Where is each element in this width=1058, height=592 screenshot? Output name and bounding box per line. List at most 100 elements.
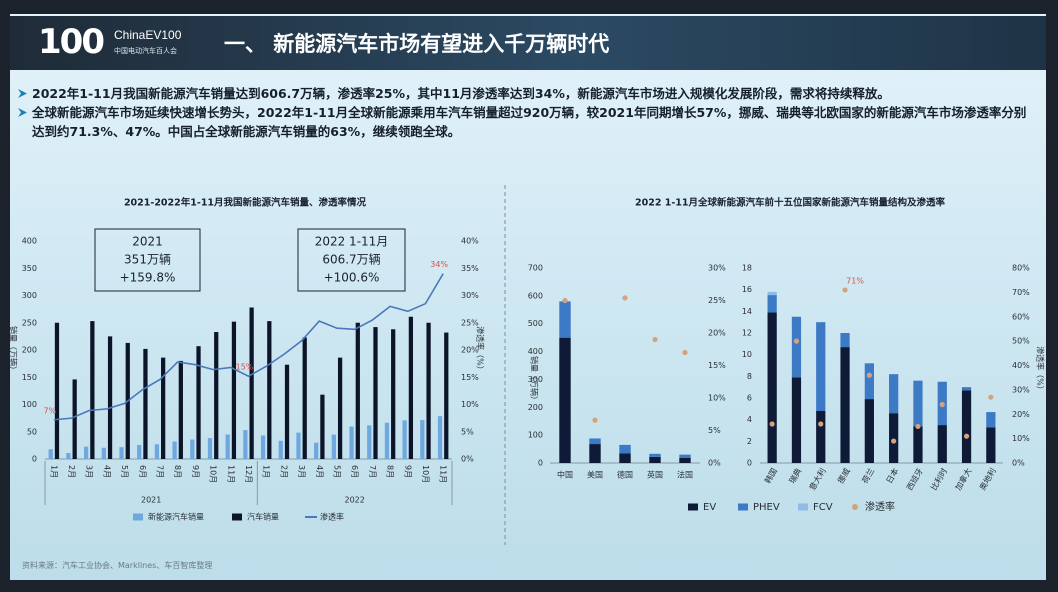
bar [889, 374, 899, 414]
y2-tick-label: 10% [461, 400, 479, 409]
bar [649, 456, 661, 463]
x-tick-label: 5月 [332, 465, 341, 478]
bar [48, 449, 53, 459]
bar [214, 332, 219, 459]
y2-tick-label: 60% [1012, 312, 1030, 321]
annotation-text: 2022 1-11月 [315, 235, 389, 249]
x-tick-label: 7月 [156, 465, 165, 478]
y2-tick-label: 40% [1012, 361, 1030, 370]
x-tick-label: 美国 [587, 470, 603, 480]
bar [816, 411, 826, 463]
group-label: 2022 [344, 496, 364, 505]
y-tick-label: 350 [22, 264, 37, 273]
y2-tick-label: 15% [708, 361, 726, 370]
bar [207, 438, 213, 459]
bar [426, 322, 431, 459]
source-note: 资料来源：汽车工业协会、Marklines、车百智库整理 [22, 561, 213, 570]
y-tick-label: 8 [747, 372, 752, 381]
bar [296, 432, 301, 459]
bar [190, 439, 195, 459]
legend-swatch [232, 513, 242, 521]
x-tick-label: 英国 [647, 470, 663, 480]
bar [284, 364, 290, 459]
bar [367, 425, 372, 459]
bar [619, 453, 631, 463]
y2-tick-label: 10% [1012, 434, 1030, 443]
legend-swatch [688, 503, 698, 511]
y-tick-label: 2 [747, 437, 752, 446]
bar [816, 322, 826, 411]
y2-axis-label: 渗透率（%） [476, 326, 486, 374]
x-tick-label: 3月 [297, 465, 306, 478]
y-tick-label: 6 [747, 394, 752, 403]
y-tick-label: 100 [22, 400, 37, 409]
bar [231, 321, 237, 459]
y2-tick-label: 25% [461, 318, 479, 327]
y-tick-label: 12 [742, 329, 752, 338]
x-tick-label: 9月 [191, 465, 200, 478]
x-tick-label: 荷兰 [860, 466, 877, 485]
bar [302, 337, 307, 459]
value-label: 7% [43, 406, 56, 415]
y2-tick-label: 0% [1012, 459, 1025, 468]
x-tick-label: 韩国 [762, 466, 779, 485]
bar [249, 307, 254, 459]
y2-tick-label: 50% [1012, 337, 1030, 346]
dot [818, 421, 824, 427]
x-tick-label: 4月 [102, 465, 111, 478]
bar [864, 399, 874, 463]
x-tick-label: 10月 [209, 465, 218, 483]
y2-tick-label: 5% [461, 427, 474, 436]
x-tick-label: 意大利 [807, 466, 828, 492]
bar [72, 379, 77, 459]
x-tick-label: 奥地利 [977, 466, 998, 492]
x-tick-label: 瑞典 [787, 466, 804, 485]
annotation-text: +100.6% [324, 271, 380, 285]
bullet-list: 2022年1-11月我国新能源汽车销量达到606.7万辆，渗透率25%，其中11… [18, 84, 1038, 141]
y-tick-label: 0 [32, 455, 37, 464]
bar [143, 348, 148, 459]
x-tick-label: 德国 [617, 470, 633, 480]
bar [66, 453, 71, 459]
x-tick-label: 2月 [67, 465, 76, 478]
annotation-text: 2021 [132, 235, 163, 249]
x-tick-label: 法国 [677, 470, 693, 480]
x-tick-label: 10月 [421, 465, 430, 483]
legend-label: 汽车销量 [247, 512, 279, 522]
logo-text: ChinaEV100 [114, 28, 182, 42]
x-tick-label: 9月 [403, 465, 412, 478]
y-axis-label: 销量（万辆） [530, 356, 540, 404]
y-tick-label: 200 [528, 403, 543, 412]
bar [178, 360, 183, 459]
bar [840, 333, 850, 348]
bar [137, 445, 142, 459]
x-tick-label: 1月 [49, 465, 58, 478]
bar [391, 329, 396, 459]
x-tick-label: 西班牙 [904, 466, 925, 492]
y-tick-label: 50 [27, 427, 37, 436]
annotation-text: +159.8% [120, 271, 176, 285]
group-label: 2021 [141, 496, 161, 505]
x-tick-label: 12月 [244, 465, 253, 483]
y-tick-label: 400 [22, 237, 37, 246]
legend-label: 新能源汽车销量 [148, 512, 204, 522]
x-tick-label: 4月 [315, 465, 324, 478]
x-tick-label: 中国 [557, 470, 573, 480]
legend-label: 渗透率 [320, 512, 344, 522]
y2-tick-label: 15% [461, 373, 479, 382]
logo-subtitle: 中国电动汽车百人会 [114, 47, 177, 55]
header: 100 ChinaEV100 中国电动汽车百人会 一、 新能源汽车市场有望进入千… [10, 16, 1046, 70]
bar [119, 447, 124, 459]
y2-tick-label: 10% [708, 394, 726, 403]
y2-tick-label: 20% [1012, 410, 1030, 419]
annotation-text: 351万辆 [124, 253, 171, 267]
x-tick-label: 8月 [386, 465, 395, 478]
dot [915, 423, 921, 430]
bar [420, 420, 425, 459]
x-tick-label: 11月 [226, 465, 235, 483]
bar [402, 420, 407, 459]
bullet-marker [18, 89, 27, 98]
logo-mark: 100 [38, 22, 105, 62]
y-tick-label: 300 [528, 375, 543, 384]
